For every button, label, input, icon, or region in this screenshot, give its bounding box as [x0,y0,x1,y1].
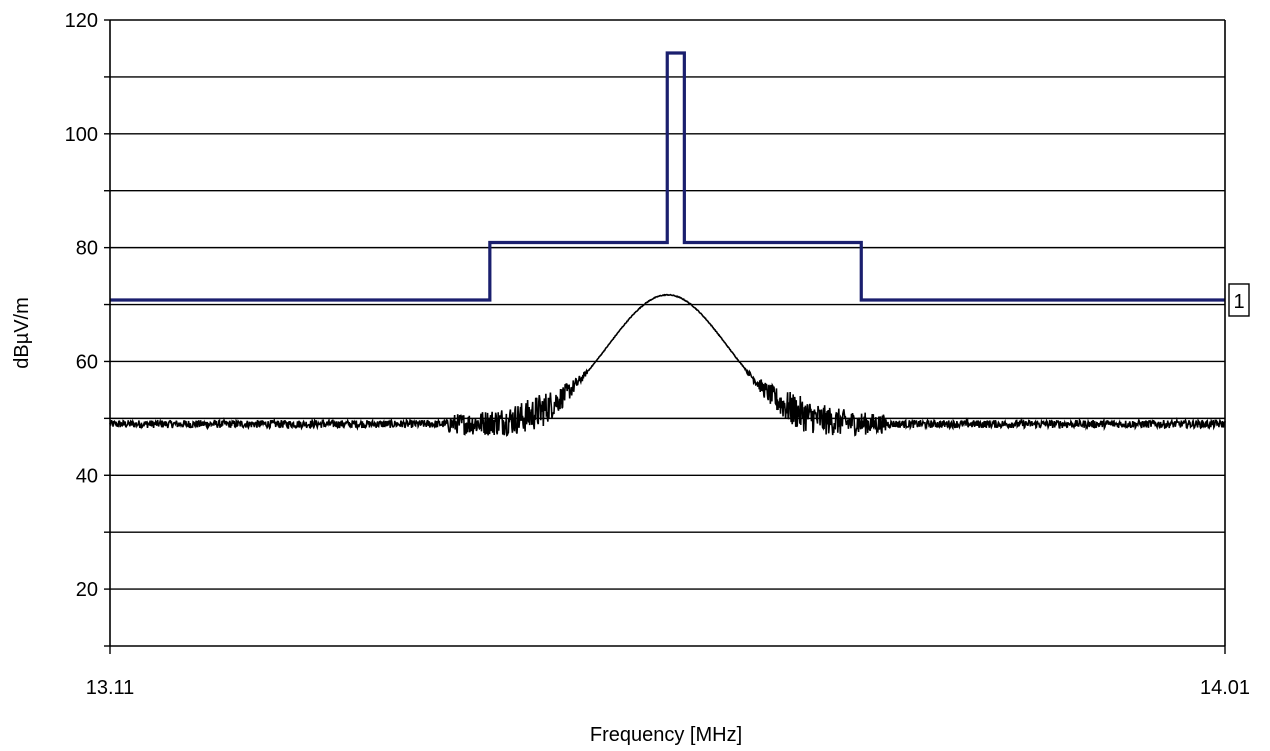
measurement-series [109,293,1226,437]
annotations: 1 [1228,283,1250,317]
y-tick-label: 20 [76,579,98,601]
measurement-trace [109,293,1226,437]
y-tick-label: 100 [65,124,98,146]
x-axis-title: Frequency [MHz] [590,724,742,746]
x-tick-label: 13.11 [86,677,135,699]
y-tick-label: 40 [76,465,98,487]
tick-labels: 20 40 60 80 100 120 13.11 14.01 [65,10,1250,699]
annotation-label: 1 [1233,291,1244,313]
limit-line-series [110,51,1225,302]
x-tick-label: 14.01 [1200,677,1250,699]
y-tick-label: 80 [76,238,98,260]
y-tick-label: 120 [65,10,98,32]
annotation-box [1228,283,1250,317]
y-tick-label: 60 [76,351,98,373]
limit-line-trace [110,51,1225,302]
axes [104,19,1226,654]
y-axis-title: dBµV/m [11,297,33,369]
